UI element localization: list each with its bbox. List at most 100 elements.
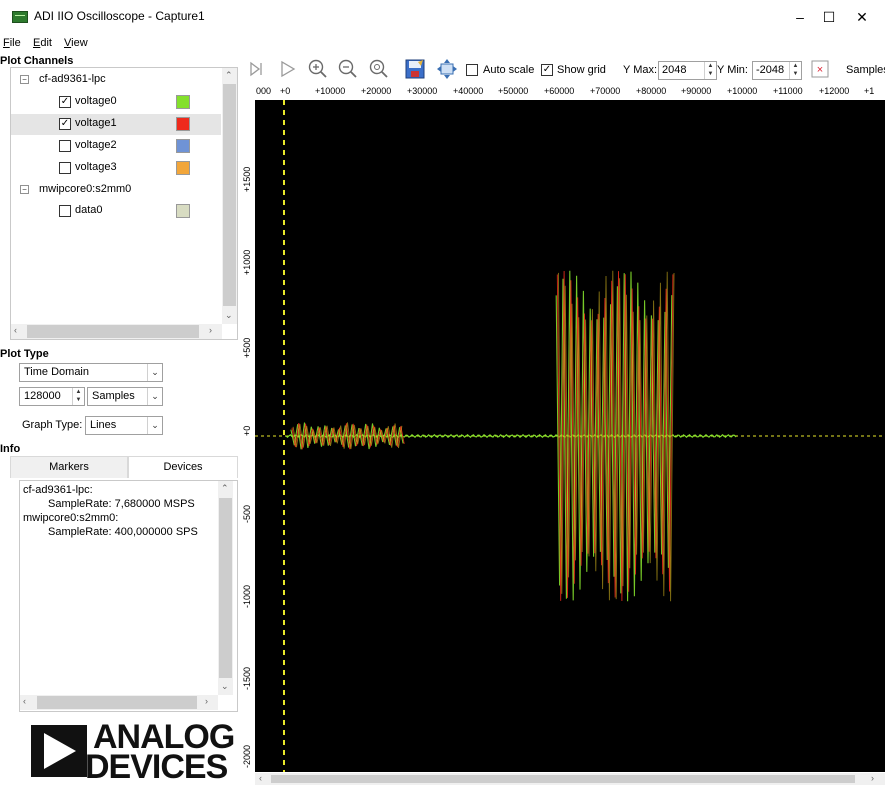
data0-checkbox[interactable] xyxy=(59,205,71,217)
sample-unit-select[interactable]: Samples ⌄ xyxy=(87,387,163,406)
voltage3-checkbox[interactable] xyxy=(59,162,71,174)
channel-row-voltage3[interactable]: voltage3 xyxy=(11,158,221,179)
x-tick-label: +0 xyxy=(280,86,291,96)
graph-type-select[interactable]: Lines ⌄ xyxy=(85,416,163,435)
analog-devices-logo-icon xyxy=(31,725,87,777)
zoom-fit-icon[interactable] xyxy=(367,57,391,81)
channel-label: voltage2 xyxy=(75,139,117,151)
scroll-right-icon[interactable]: › xyxy=(871,773,874,783)
voltage2-checkbox[interactable] xyxy=(59,140,71,152)
spin-arrows-icon[interactable]: ▲ ▼ xyxy=(789,62,801,79)
info-horizontal-scroll-thumb[interactable] xyxy=(37,696,197,709)
menu-edit[interactable]: Edit xyxy=(33,37,52,49)
voltage1-color-swatch[interactable] xyxy=(176,117,190,131)
scroll-left-icon[interactable]: ‹ xyxy=(14,325,17,335)
x-tick-label: +70000 xyxy=(590,86,621,96)
scroll-left-icon[interactable]: ‹ xyxy=(23,696,26,706)
collapse-icon[interactable]: − xyxy=(20,185,29,194)
menu-view-label: iew xyxy=(71,37,88,49)
device-label: mwipcore0:s2mm0 xyxy=(39,183,132,195)
y-max-label: Y Max: xyxy=(623,64,658,76)
clear-icon[interactable]: × xyxy=(808,57,832,81)
info-label: Info xyxy=(0,443,21,455)
info-device-name: cf-ad9361-lpc: xyxy=(23,484,93,496)
info-device-name: mwipcore0:s2mm0: xyxy=(23,512,119,524)
plot-domain-select[interactable]: Time Domain ⌄ xyxy=(19,363,163,382)
menu-edit-accel: E xyxy=(33,37,41,49)
scroll-down-icon[interactable]: ⌄ xyxy=(225,310,233,320)
save-icon[interactable] xyxy=(403,57,427,81)
collapse-icon[interactable]: − xyxy=(20,75,29,84)
device-info-panel: cf-ad9361-lpc: SampleRate: 7,680000 MSPS… xyxy=(19,480,238,712)
zoom-in-icon[interactable] xyxy=(306,57,330,81)
voltage1-checkbox[interactable]: ✓ xyxy=(59,118,71,130)
plot-type-label: Plot Type xyxy=(0,348,49,360)
x-axis: 000 +0 +10000 +20000 +30000 +40000 +5000… xyxy=(254,84,885,100)
spin-arrows-icon[interactable]: ▲ ▼ xyxy=(704,62,716,79)
device-label: cf-ad9361-lpc xyxy=(39,73,106,85)
y-tick-label: -2000 xyxy=(242,744,252,768)
menu-file[interactable]: File xyxy=(3,37,21,49)
y-min-spinbox[interactable]: -2048 ▲ ▼ xyxy=(752,61,802,80)
voltage3-color-swatch[interactable] xyxy=(176,161,190,175)
info-vertical-scroll-thumb[interactable] xyxy=(219,498,232,678)
signal-trace-burst-1 xyxy=(292,422,403,450)
y-tick-label: +1500 xyxy=(242,166,252,192)
tab-markers[interactable]: Markers xyxy=(10,456,128,478)
title-bar: ADI IIO Oscilloscope - Capture1 – ☐ ✕ xyxy=(0,0,885,34)
x-tick-label: +20000 xyxy=(361,86,392,96)
plot-horizontal-scroll-thumb[interactable] xyxy=(271,775,855,783)
menu-view[interactable]: View xyxy=(64,37,88,49)
close-button[interactable]: ✕ xyxy=(856,9,868,25)
window-title: ADI IIO Oscilloscope - Capture1 xyxy=(34,9,205,23)
channel-row-voltage1[interactable]: ✓ voltage1 xyxy=(11,114,221,135)
info-sample-rate: SampleRate: 7,680000 MSPS xyxy=(48,498,195,510)
info-sample-rate: SampleRate: 400,000000 SPS xyxy=(48,526,198,538)
signal-trace-burst-2 xyxy=(556,270,674,602)
maximize-button[interactable]: ☐ xyxy=(822,9,836,25)
data0-color-swatch[interactable] xyxy=(176,204,190,218)
channel-row-data0[interactable]: data0 xyxy=(11,201,221,222)
zoom-out-icon[interactable] xyxy=(336,57,360,81)
scroll-left-icon[interactable]: ‹ xyxy=(259,773,262,783)
oscilloscope-canvas[interactable] xyxy=(255,100,885,772)
tree-horizontal-scroll-thumb[interactable] xyxy=(27,325,199,338)
device-row-mwipcore0[interactable]: − mwipcore0:s2mm0 xyxy=(11,180,221,201)
voltage2-color-swatch[interactable] xyxy=(176,139,190,153)
menu-edit-label: dit xyxy=(40,37,52,49)
y-min-label: Y Min: xyxy=(717,64,748,76)
scroll-right-icon[interactable]: › xyxy=(205,696,208,706)
fullscreen-icon[interactable] xyxy=(435,57,459,81)
signal-trace-burst-1 xyxy=(290,422,404,450)
y-max-spinbox[interactable]: 2048 ▲ ▼ xyxy=(658,61,717,80)
scroll-down-icon[interactable]: ⌄ xyxy=(221,681,229,691)
x-tick-label: +10000 xyxy=(727,86,758,96)
x-tick-label: +90000 xyxy=(681,86,712,96)
channel-row-voltage0[interactable]: ✓ voltage0 xyxy=(11,92,221,113)
auto-scale-label: Auto scale xyxy=(483,64,535,76)
minimize-button[interactable]: – xyxy=(796,9,804,25)
voltage0-color-swatch[interactable] xyxy=(176,95,190,109)
x-tick-label: +10000 xyxy=(315,86,346,96)
voltage0-checkbox[interactable]: ✓ xyxy=(59,96,71,108)
graph-type-label: Graph Type: xyxy=(22,419,83,431)
sample-count-spinbox[interactable]: 128000 ▲ ▼ xyxy=(19,387,85,406)
y-tick-label: +0 xyxy=(242,425,252,436)
scroll-right-icon[interactable]: › xyxy=(209,325,212,335)
auto-scale-checkbox[interactable] xyxy=(466,64,478,76)
channel-tree[interactable] xyxy=(10,67,238,340)
tree-vertical-scroll-thumb[interactable] xyxy=(223,84,236,306)
scroll-up-icon[interactable]: ⌃ xyxy=(225,70,233,80)
channel-row-voltage2[interactable]: voltage2 xyxy=(11,136,221,157)
spin-arrows-icon[interactable]: ▲ ▼ xyxy=(72,388,84,405)
scroll-up-icon[interactable]: ⌃ xyxy=(221,483,229,493)
plot-channels-label: Plot Channels xyxy=(0,55,74,67)
device-row-cf-ad9361-lpc[interactable]: − cf-ad9361-lpc xyxy=(11,70,221,91)
play-icon[interactable] xyxy=(275,57,299,81)
tab-devices[interactable]: Devices xyxy=(128,456,238,478)
show-grid-checkbox[interactable]: ✓ xyxy=(541,64,553,76)
chevron-down-icon: ⌄ xyxy=(147,417,162,434)
step-icon[interactable] xyxy=(244,57,268,81)
menu-bar: File Edit View xyxy=(0,37,250,53)
y-max-value: 2048 xyxy=(662,64,687,76)
